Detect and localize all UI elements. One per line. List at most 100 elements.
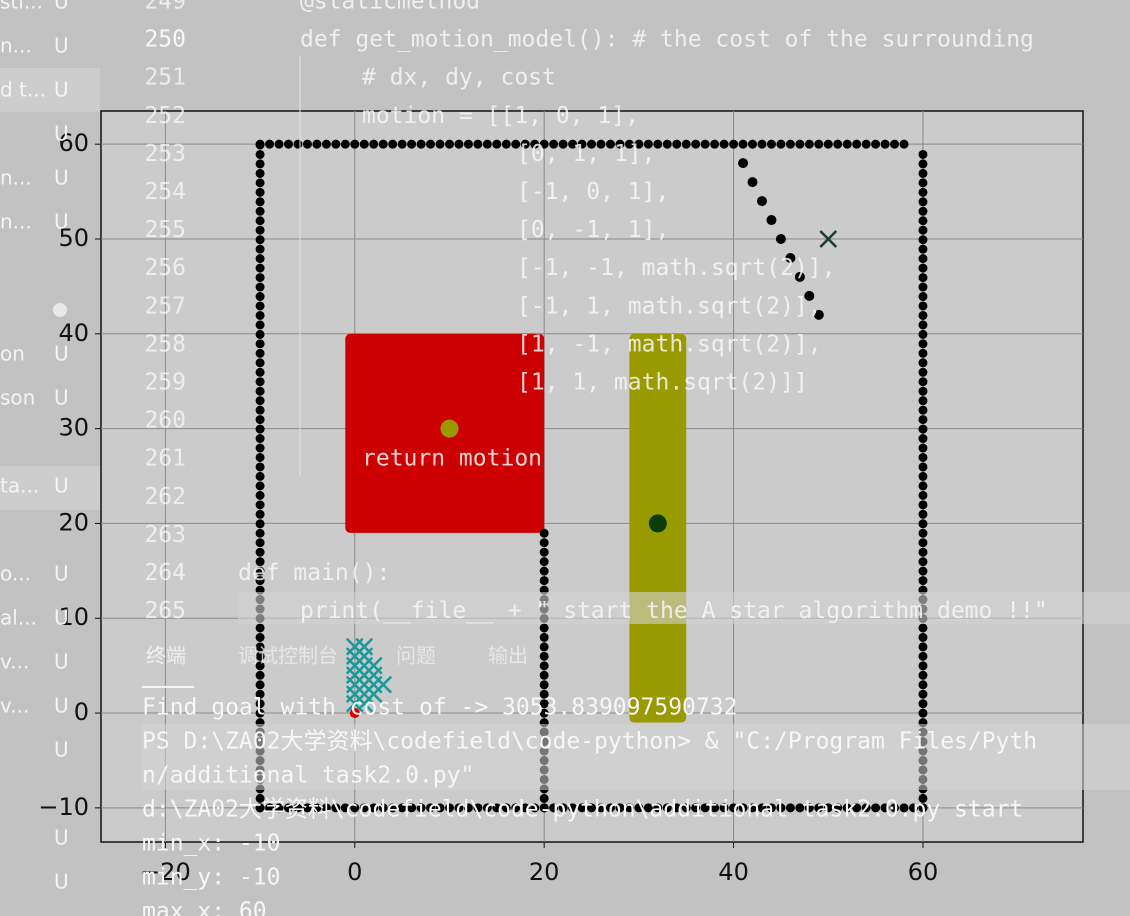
file-name: o...	[0, 562, 31, 586]
git-status: U	[54, 386, 69, 410]
git-status: U	[54, 474, 69, 498]
line-number: 261	[144, 446, 186, 472]
x-tick-label: 20	[529, 858, 560, 886]
line-number: 265	[144, 598, 186, 624]
x-tick-label: 0	[347, 858, 362, 886]
git-status: U	[54, 34, 69, 58]
code-line: [-1, -1, math.sqrt(2)],	[517, 255, 836, 281]
terminal-tab: 输出	[488, 644, 528, 668]
terminal-tab: 问题	[396, 644, 436, 668]
line-number: 264	[144, 560, 186, 586]
code-line: motion = [[1, 0, 1],	[362, 103, 639, 129]
y-tick-label: 10	[58, 603, 89, 631]
line-number: 252	[144, 103, 186, 129]
git-status: U	[54, 650, 69, 674]
code-line: def main():	[238, 560, 390, 586]
git-status: U	[54, 122, 69, 146]
line-number: 254	[144, 179, 186, 205]
terminal-tab: 调试控制台	[238, 644, 338, 668]
x-tick-label: −20	[140, 858, 191, 886]
x-tick-label: 40	[718, 858, 749, 886]
y-tick-label: 50	[58, 224, 89, 252]
terminal-line: PS D:\ZA02大学资料\codefield\code-python> & …	[142, 729, 1037, 755]
file-name: son	[0, 386, 35, 410]
git-status: U	[54, 826, 69, 850]
code-line: [1, 1, math.sqrt(2)]]	[517, 370, 808, 396]
y-tick-label: 40	[58, 319, 89, 347]
point	[804, 290, 815, 301]
y-tick-label: 20	[58, 508, 89, 536]
line-number: 260	[144, 408, 186, 434]
line-number: 249	[144, 0, 186, 15]
terminal-tab: 终端	[146, 644, 186, 668]
sidebar-highlight	[0, 466, 100, 510]
line-number: 251	[144, 65, 186, 91]
code-line: return motion	[362, 446, 542, 472]
line-number: 258	[144, 331, 186, 357]
terminal-line: min_y: -10	[142, 865, 280, 891]
file-name: v...	[0, 650, 29, 674]
file-name: al...	[0, 606, 37, 630]
terminal-line: n/additional task2.0.py"	[142, 763, 474, 789]
y-tick-label: 60	[58, 129, 89, 157]
point	[349, 708, 360, 719]
code-line: [0, 1, 1],	[517, 141, 655, 167]
git-status: U	[54, 606, 69, 630]
code-line: print(__file__ + " start the A star algo…	[300, 598, 1048, 624]
git-status: U	[54, 166, 69, 190]
terminal-line: max_x: 60	[142, 899, 267, 916]
point	[785, 252, 796, 263]
line-number: 250	[144, 27, 186, 53]
git-status: U	[54, 562, 69, 586]
code-line: [-1, 1, math.sqrt(2)],	[517, 293, 822, 319]
file-name: on	[0, 342, 25, 366]
point	[794, 271, 805, 282]
file-name: d t...	[0, 78, 46, 102]
line-number: 263	[144, 522, 186, 548]
point	[648, 514, 667, 533]
code-line: def get_motion_model(): # the cost of th…	[300, 27, 1034, 53]
file-name: n...	[0, 210, 32, 234]
x-marker	[355, 694, 374, 713]
sidebar-highlight	[0, 68, 100, 112]
file-name: n...	[0, 166, 32, 190]
status-dot	[53, 303, 67, 317]
editor-overlay: 249 @staticmethod 250 def get_motion_model(…	[0, 0, 1048, 916]
file-name: n...	[0, 34, 32, 58]
git-status: U	[54, 738, 69, 762]
terminal-line: d:\ZA02大学资料\codefield\code-python\additi…	[142, 797, 1023, 823]
git-status: U	[54, 210, 69, 234]
git-status: U	[54, 694, 69, 718]
code-line: # dx, dy, cost	[362, 65, 556, 91]
line-number: 256	[144, 255, 186, 281]
line-highlight	[238, 592, 1130, 624]
code-line: [1, -1, math.sqrt(2)],	[517, 331, 822, 357]
line-number: 257	[144, 293, 186, 319]
line-number: 255	[144, 217, 186, 243]
point	[756, 196, 767, 207]
x-marker	[819, 230, 838, 248]
y-tick-label: −10	[38, 793, 89, 821]
chart: −20 0 20 40 60 −10 0 10 20 30 40 50 60	[38, 111, 1083, 886]
point	[813, 309, 824, 320]
git-status: U	[54, 0, 69, 14]
git-status: U	[54, 342, 69, 366]
point	[747, 177, 758, 188]
file-name: sti...	[0, 0, 43, 14]
point	[738, 158, 749, 169]
code-line: [0, -1, 1],	[517, 217, 669, 243]
git-status: U	[54, 78, 69, 102]
terminal-line: min_x: -10	[142, 831, 280, 857]
line-number: 259	[144, 370, 186, 396]
terminal-line: Find goal with cost of -> 3053.839097590…	[142, 695, 737, 721]
selection	[142, 724, 1130, 790]
point	[766, 215, 777, 226]
git-status: U	[54, 870, 69, 894]
y-tick-label: 30	[58, 414, 89, 442]
point	[775, 233, 786, 244]
point	[440, 419, 459, 438]
code-line: [-1, 0, 1],	[517, 179, 669, 205]
x-tick-label: 60	[908, 858, 939, 886]
